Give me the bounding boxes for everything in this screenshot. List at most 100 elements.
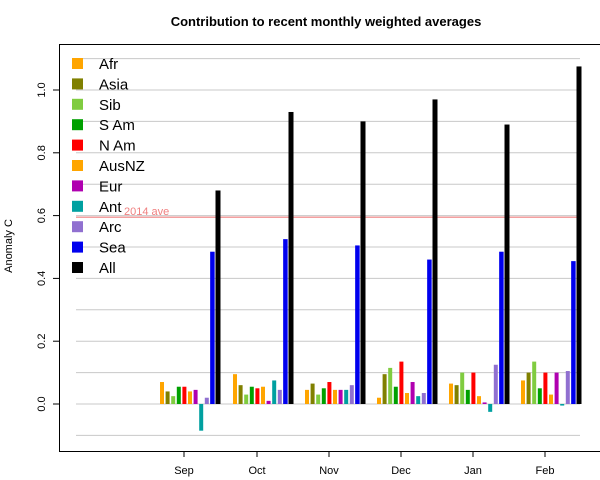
bar — [215, 190, 221, 404]
bar — [377, 397, 381, 404]
bar — [288, 111, 294, 404]
bar — [421, 393, 426, 404]
x-axis: Sep Oct Nov Dec Jan Feb — [174, 451, 555, 477]
bar — [321, 388, 326, 404]
legend-label: S Am — [99, 117, 135, 134]
bar — [255, 388, 260, 404]
legend-swatch — [72, 98, 83, 110]
bar — [477, 396, 481, 404]
bar — [238, 385, 243, 404]
chart-title: Contribution to recent monthly weighted … — [171, 14, 482, 29]
x-tick-label: Dec — [391, 465, 411, 477]
bar — [465, 389, 470, 404]
bar — [554, 372, 559, 404]
bar — [244, 394, 249, 404]
legend-label: AusNZ — [99, 158, 145, 175]
legend-swatch — [72, 221, 83, 233]
bar — [499, 251, 504, 404]
bar — [388, 367, 393, 404]
bar — [543, 372, 548, 404]
bar — [272, 380, 277, 404]
x-tick-label: Feb — [536, 465, 555, 477]
bar — [565, 371, 570, 404]
bar — [316, 394, 321, 404]
legend-label: Sib — [99, 97, 121, 114]
legend-label: Arc — [99, 219, 122, 236]
bar — [521, 380, 525, 404]
gridlines — [76, 58, 580, 436]
reference-line-label: 2014 ave — [124, 206, 169, 218]
bar — [305, 389, 309, 404]
legend-label: All — [99, 260, 116, 277]
bar — [454, 385, 459, 404]
bar — [261, 386, 265, 404]
legend-label: Afr — [99, 56, 118, 73]
bar — [233, 374, 237, 404]
bar — [333, 389, 337, 404]
bar — [199, 404, 204, 431]
bar — [249, 386, 254, 404]
y-tick-label: 0.2 — [36, 334, 48, 349]
x-tick-label: Nov — [319, 465, 339, 477]
bar — [360, 121, 366, 405]
legend-swatch — [72, 160, 83, 171]
bar — [432, 99, 438, 405]
y-tick-label: 0.6 — [36, 208, 48, 223]
legend-swatch — [72, 262, 83, 273]
bar — [571, 261, 576, 404]
bar — [338, 389, 343, 404]
bar — [171, 396, 176, 404]
x-tick-label: Oct — [248, 465, 265, 477]
legend-label: N Am — [99, 138, 136, 155]
legend-swatch — [72, 180, 83, 192]
legend-label: Ant — [99, 199, 122, 216]
bar — [176, 386, 181, 404]
y-tick-label: 0.4 — [36, 271, 48, 286]
bar — [182, 386, 187, 404]
bar — [165, 391, 170, 404]
legend-swatch — [72, 139, 83, 151]
bar — [266, 400, 271, 404]
bar — [427, 259, 432, 404]
legend-label: Sea — [99, 240, 126, 257]
bar — [344, 389, 349, 404]
bar — [537, 388, 542, 404]
bar — [560, 404, 565, 406]
y-axis: 0.0 0.2 0.4 0.6 0.8 1.0 — [36, 82, 60, 412]
bar — [449, 383, 453, 404]
legend-swatch — [72, 58, 83, 69]
bar — [576, 66, 582, 404]
y-tick-label: 0.8 — [36, 145, 48, 160]
reference-line: 2014 ave — [76, 206, 580, 218]
y-tick-label: 0.0 — [36, 396, 48, 411]
bar — [327, 382, 332, 404]
bar — [393, 386, 398, 404]
legend-swatch — [72, 78, 83, 90]
legend: Afr Asia Sib S Am N Am AusNZ Eur Ant Arc Sea All — [72, 56, 145, 277]
bar — [532, 361, 537, 404]
bar — [399, 361, 404, 404]
bar — [188, 391, 192, 404]
bar — [310, 383, 315, 404]
bar — [482, 402, 487, 404]
bar — [410, 382, 415, 404]
bar — [204, 397, 209, 404]
bar — [277, 389, 282, 404]
legend-swatch — [72, 241, 83, 253]
legend-label: Eur — [99, 178, 122, 195]
y-axis-label: Anomaly C — [3, 219, 15, 273]
bars — [160, 66, 582, 431]
legend-swatch — [72, 119, 83, 131]
bar — [349, 385, 354, 404]
bar — [416, 396, 421, 404]
legend-swatch — [72, 200, 83, 212]
bar — [160, 382, 164, 404]
bar — [210, 251, 215, 404]
bar — [283, 239, 288, 404]
bar — [549, 394, 553, 404]
x-tick-label: Sep — [174, 465, 194, 477]
bar — [471, 372, 476, 404]
x-tick-label: Jan — [464, 465, 482, 477]
y-tick-label: 1.0 — [36, 82, 48, 97]
